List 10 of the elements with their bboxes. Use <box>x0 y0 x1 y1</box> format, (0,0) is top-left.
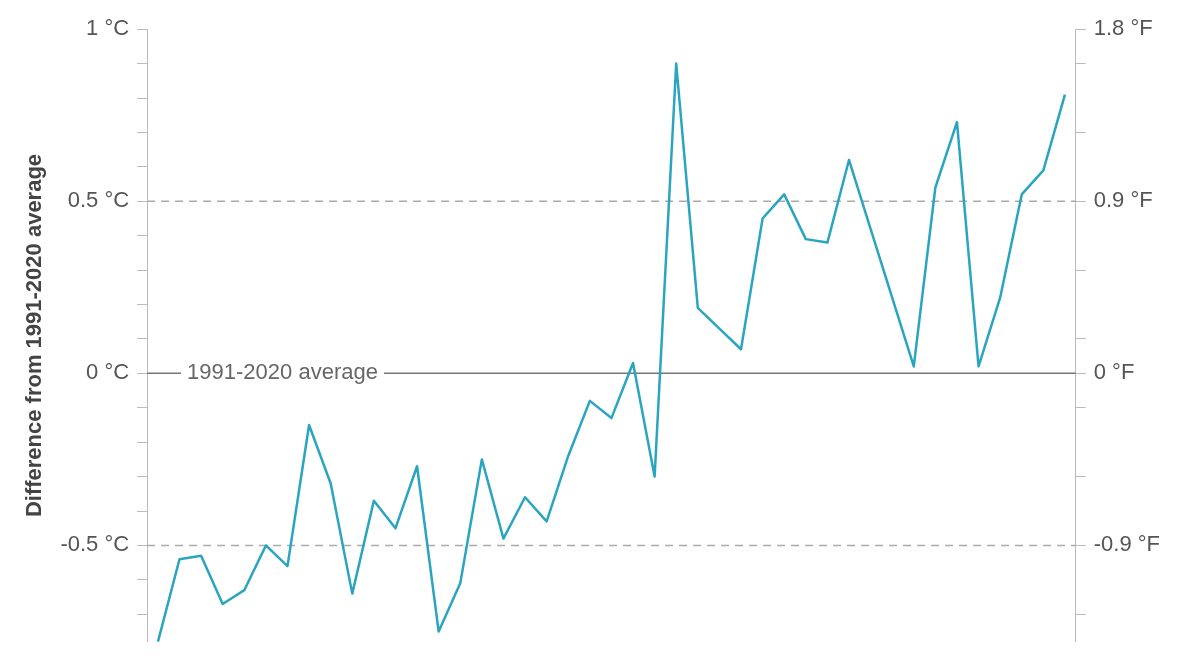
ref-line-label: 1991-2020 average <box>187 359 378 385</box>
y-axis-title: Difference from 1991-2020 average <box>21 153 47 518</box>
y2-tick-label: -0.9 °F <box>1093 531 1161 557</box>
y-tick-label: -0.5 °C <box>60 531 130 557</box>
y-tick-label: 1 °C <box>86 15 130 41</box>
y-tick-label: 0.5 °C <box>67 187 130 213</box>
y2-tick-label: 0.9 °F <box>1093 187 1153 213</box>
y-tick-label: 0 °C <box>86 359 130 385</box>
y2-tick-label: 0 °F <box>1093 359 1135 385</box>
y2-tick-label: 1.8 °F <box>1093 15 1153 41</box>
